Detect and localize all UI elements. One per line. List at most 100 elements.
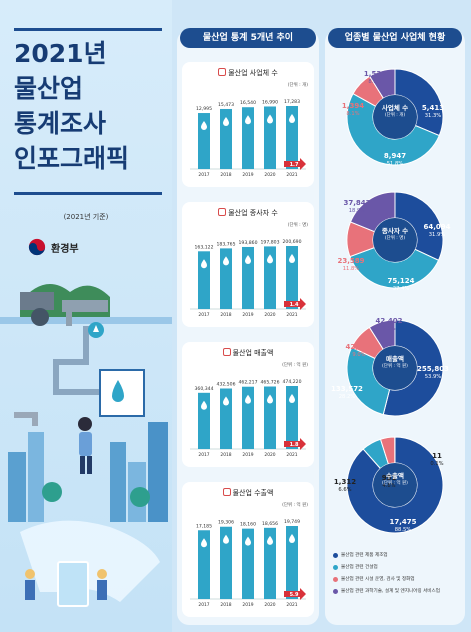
legend-item: 물산업 관련 과학기술, 설계 및 엔지니어링 서비스업 xyxy=(333,588,463,594)
bar xyxy=(264,106,276,169)
legend-label: 물산업 관련 제품 제조업 xyxy=(341,553,388,558)
title-line-1: 2021년 xyxy=(14,39,107,68)
chart-title-text: 물산업 종사자 수 xyxy=(228,209,278,217)
bar-value-label: 462,217 xyxy=(239,380,258,386)
chart-title-text: 물산업 사업체 수 xyxy=(228,69,278,77)
x-tick-label: 2017 xyxy=(198,602,209,608)
water-drop-icon xyxy=(245,394,251,404)
chart-title: 물산업 수출액 xyxy=(182,488,314,498)
title-bottom-rule xyxy=(14,192,162,195)
x-tick-label: 2017 xyxy=(198,172,209,178)
slice-pct-label: 11.8% xyxy=(343,266,360,272)
slice-pct-label: 53.9% xyxy=(425,374,442,380)
legend-label: 물산업 관련 과학기술, 설계 및 엔지니어링 서비스업 xyxy=(341,589,440,594)
slice-value-label: 75,124 xyxy=(387,277,414,285)
chart-unit: (단위 : 명) xyxy=(287,223,308,228)
taegeuk-icon xyxy=(28,238,46,256)
change-arrow xyxy=(284,158,306,170)
bar-value-label: 360,344 xyxy=(195,386,214,392)
bar-chart-svg: 163,122 2017 183,765 2018 193,860 2019 197,803… xyxy=(190,239,306,318)
donut-hole xyxy=(373,463,417,507)
chart-title: 물산업 매출액 xyxy=(182,348,314,358)
bar xyxy=(286,246,298,309)
x-tick-label: 2020 xyxy=(264,602,275,608)
bar-value-label: 16,540 xyxy=(240,100,256,106)
export-icon xyxy=(222,488,231,496)
chart-title: 물산업 종사자 수 xyxy=(182,208,314,218)
slice-value-label: 37,842 xyxy=(343,199,370,207)
donut-hole xyxy=(373,346,417,390)
slice-pct-label: 0.1% xyxy=(430,461,443,467)
slice-value-label: 23,589 xyxy=(337,257,364,265)
bar xyxy=(220,248,232,309)
trend-column: 물산업 통계 5개년 추이 물산업 사업체 수 (단위 : 개) 12,995 2… xyxy=(177,28,319,625)
water-drop-icon xyxy=(267,535,273,545)
bar-value-label: 12,995 xyxy=(196,106,212,112)
water-drop-icon xyxy=(267,114,273,124)
legend-item: 물산업 관련 제품 제조업 xyxy=(333,552,463,558)
legend-swatch xyxy=(333,588,338,594)
change-label: 1.4 xyxy=(290,302,299,308)
slice-value-label: 1,394 xyxy=(342,102,364,110)
donut-center: 종사자 수 (단위 : 명) xyxy=(373,227,417,243)
donut-center-label: 사업체 수 xyxy=(381,104,409,112)
bar xyxy=(264,527,276,599)
change-arrow xyxy=(284,438,306,450)
bar xyxy=(198,251,210,309)
slice-value-label: 5,413 xyxy=(422,104,444,112)
x-tick-label: 2018 xyxy=(220,172,231,178)
basis-year: (2021년 기준) xyxy=(63,213,109,221)
donut-sales: 255,803 53.9% 133,572 28.2% 42,444 9.0% 42,402… xyxy=(325,313,465,423)
ministry-logo: 환경부 xyxy=(28,238,79,256)
bar-value-label: 19,749 xyxy=(284,519,300,525)
chart-exports: 물산업 수출액 (단위 : 억 원) 17,185 2017 19,306 2018 1… xyxy=(182,482,314,617)
coin-icon xyxy=(222,348,231,356)
water-drop-icon xyxy=(289,254,295,263)
chart-unit: (단위 : 개) xyxy=(287,83,308,88)
bar-value-label: 200,690 xyxy=(283,239,302,245)
slice-pct-label: 8.8% xyxy=(368,79,381,85)
legend-item: 물산업 관련 건설업 xyxy=(333,564,463,570)
chart-sales: 물산업 매출액 (단위 : 억 원) 360,344 2017 432,506 201… xyxy=(182,342,314,467)
x-tick-label: 2018 xyxy=(220,452,231,458)
x-tick-label: 2020 xyxy=(264,452,275,458)
slice-value-label: 255,803 xyxy=(417,365,449,373)
bar xyxy=(242,528,254,599)
bar xyxy=(220,108,232,169)
donut-exports: 17,475 88.5% 1,312 6.6% 951 4.8% 11 0.1% 수출액 (단… xyxy=(325,430,465,540)
x-tick-label: 2018 xyxy=(220,312,231,318)
person-icon xyxy=(218,208,227,216)
donut-center-unit: (단위 : 개) xyxy=(384,113,406,118)
change-arrow xyxy=(284,588,306,600)
water-drop-icon xyxy=(201,538,207,548)
chart-title-text: 물산업 매출액 xyxy=(232,349,274,357)
water-drop-icon xyxy=(289,114,295,123)
bar xyxy=(286,386,298,449)
donut-center-label: 수출액 xyxy=(386,472,404,480)
bar-value-label: 15,473 xyxy=(218,102,234,108)
slice-value-label: 64,094 xyxy=(423,223,450,231)
legend-swatch xyxy=(333,552,338,558)
bar-value-label: 19,306 xyxy=(218,520,234,526)
water-drop-icon xyxy=(267,394,273,404)
bar xyxy=(220,526,232,599)
bar-value-label: 18,656 xyxy=(262,521,278,527)
building-icon xyxy=(218,68,227,76)
water-drop-icon xyxy=(267,254,273,264)
x-tick-label: 2021 xyxy=(286,312,297,318)
slice-pct-label: 8.9% xyxy=(382,326,395,332)
sector-header: 업종별 물산업 사업체 현황 xyxy=(328,28,462,48)
title-line-2: 물산업 xyxy=(14,74,84,103)
donut-center-unit: (단위 : 명) xyxy=(384,236,406,241)
change-label: 1.8 xyxy=(290,442,299,448)
water-drop-icon xyxy=(223,116,229,126)
slice-pct-label: 6.6% xyxy=(338,487,351,493)
chart-title: 물산업 사업체 수 xyxy=(182,68,314,78)
slice-value-label: 1,529 xyxy=(364,70,386,78)
x-tick-label: 2019 xyxy=(242,602,253,608)
title-line-4: 인포그래픽 xyxy=(14,144,130,173)
water-drop-icon xyxy=(223,534,229,544)
trend-header: 물산업 통계 5개년 추이 xyxy=(180,28,316,48)
left-panel: 2021년 물산업 통계조사 인포그래픽 (2021년 기준) 환경부 xyxy=(0,0,172,632)
